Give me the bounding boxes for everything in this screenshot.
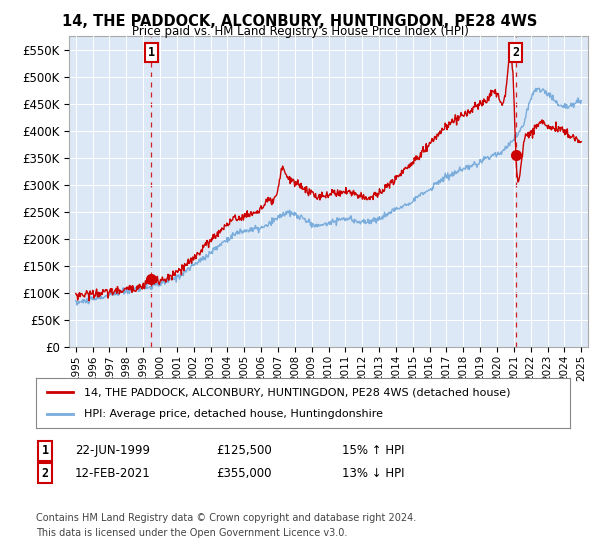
Text: This data is licensed under the Open Government Licence v3.0.: This data is licensed under the Open Gov… xyxy=(36,528,347,538)
Text: 12-FEB-2021: 12-FEB-2021 xyxy=(75,466,151,480)
Text: 14, THE PADDOCK, ALCONBURY, HUNTINGDON, PE28 4WS (detached house): 14, THE PADDOCK, ALCONBURY, HUNTINGDON, … xyxy=(84,387,511,397)
Text: 2: 2 xyxy=(41,466,49,480)
Text: 15% ↑ HPI: 15% ↑ HPI xyxy=(342,444,404,458)
Text: £125,500: £125,500 xyxy=(216,444,272,458)
Text: 14, THE PADDOCK, ALCONBURY, HUNTINGDON, PE28 4WS: 14, THE PADDOCK, ALCONBURY, HUNTINGDON, … xyxy=(62,14,538,29)
Text: 22-JUN-1999: 22-JUN-1999 xyxy=(75,444,150,458)
Text: £355,000: £355,000 xyxy=(216,466,271,480)
Text: Contains HM Land Registry data © Crown copyright and database right 2024.: Contains HM Land Registry data © Crown c… xyxy=(36,513,416,523)
Text: Price paid vs. HM Land Registry's House Price Index (HPI): Price paid vs. HM Land Registry's House … xyxy=(131,25,469,38)
Text: 1: 1 xyxy=(148,46,155,59)
Text: 13% ↓ HPI: 13% ↓ HPI xyxy=(342,466,404,480)
Text: HPI: Average price, detached house, Huntingdonshire: HPI: Average price, detached house, Hunt… xyxy=(84,409,383,419)
Text: 2: 2 xyxy=(512,46,520,59)
Text: 1: 1 xyxy=(41,444,49,458)
